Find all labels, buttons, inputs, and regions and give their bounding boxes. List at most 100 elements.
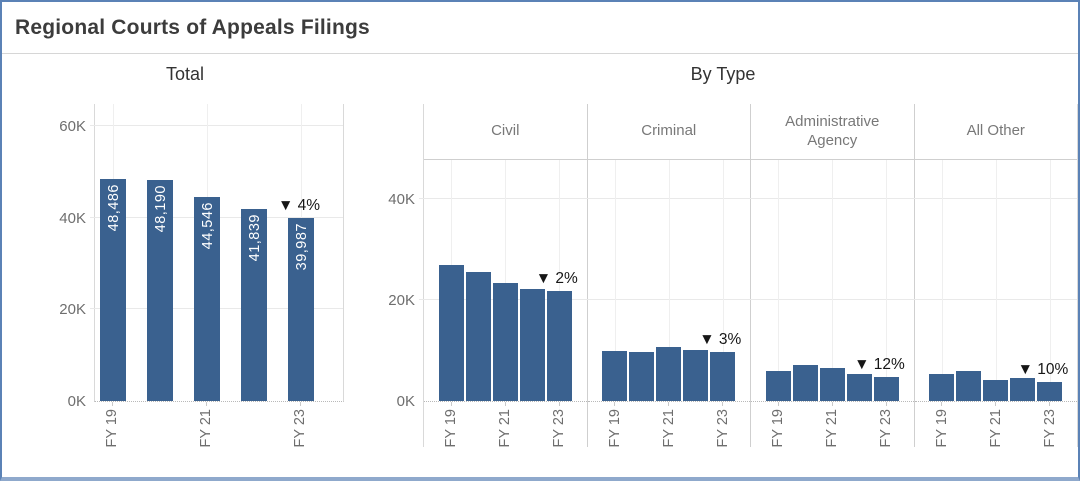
x-tick: FY 21 xyxy=(193,402,219,447)
x-tick-label: FY 19 xyxy=(606,409,623,448)
x-tick: FY 23 xyxy=(287,402,313,447)
x-tick-mark xyxy=(777,402,779,406)
by-type-section: By Type 0K 20K 40K Civil ▼ 2% FY 19 FY 21 FY 23… xyxy=(368,54,1078,448)
x-tick-label: FY 23 xyxy=(1041,409,1058,448)
x-tick-mark xyxy=(831,402,833,406)
x-tick: FY 21 xyxy=(493,402,518,447)
vertical-gridline xyxy=(614,160,616,401)
bar-slot xyxy=(956,160,982,401)
bar-slot: ▼ 10% xyxy=(1018,160,1068,401)
x-tick xyxy=(793,402,818,447)
bar-slot xyxy=(929,160,955,401)
x-axis-labels: FY 19 FY 21 FY 23 xyxy=(915,402,1078,447)
gridline xyxy=(909,198,1077,200)
vertical-gridline xyxy=(778,160,780,401)
x-tick-mark xyxy=(558,402,560,406)
bar-slot xyxy=(846,160,872,401)
x-tick: FY 21 xyxy=(656,402,681,447)
bar: ▼ 12% xyxy=(854,356,905,401)
bar-slot xyxy=(983,160,1009,401)
bar xyxy=(656,347,682,401)
bar-slot: 41,839 xyxy=(241,104,267,401)
panel-administrative-agency: Administrative Agency ▼ 12% FY 19 FY 21 FY 2… xyxy=(746,104,914,448)
vertical-gridline xyxy=(941,160,943,401)
bar-value-label: 39,987 xyxy=(293,223,310,271)
bar xyxy=(683,350,709,401)
bar xyxy=(765,371,791,401)
plot-area: 48,486 48,190 44,546 41,839 39,987 ▼ 4% xyxy=(90,104,344,402)
x-tick: FY 19 xyxy=(602,402,627,447)
x-tick-mark xyxy=(299,402,301,406)
bar: 48,486 xyxy=(100,179,126,401)
bar-slot xyxy=(519,160,545,401)
bar-slot: ▼ 2% xyxy=(536,160,578,401)
y-tick-label: 0K xyxy=(396,393,415,410)
x-tick-mark xyxy=(995,402,997,406)
vertical-gridline xyxy=(832,160,834,401)
x-tick: FY 23 xyxy=(547,402,572,447)
plot-area: ▼ 10% xyxy=(909,160,1078,402)
vertical-gridline xyxy=(559,160,561,401)
bar-slot xyxy=(465,160,491,401)
x-tick-mark xyxy=(885,402,887,406)
bar-value-label: 44,546 xyxy=(199,202,216,250)
bar xyxy=(792,365,818,401)
bar xyxy=(929,374,955,401)
gridline xyxy=(582,299,750,301)
x-tick-label: FY 19 xyxy=(443,409,460,448)
bar: 44,546 xyxy=(194,197,220,401)
bars-row: ▼ 10% xyxy=(915,160,1078,401)
panel-header: Administrative Agency xyxy=(751,104,914,160)
bar-slot xyxy=(792,160,818,401)
bar xyxy=(983,380,1009,401)
bar xyxy=(519,289,545,401)
y-axis: 0K 20K 40K 60K xyxy=(2,104,94,410)
x-tick xyxy=(240,402,266,447)
y-tick-label: 40K xyxy=(59,209,86,227)
bar xyxy=(1010,378,1036,401)
panel-civil: Civil ▼ 2% FY 19 FY 21 FY 23 xyxy=(419,104,587,448)
plot-area: ▼ 2% xyxy=(419,160,587,402)
y-axis: 0K 20K 40K xyxy=(368,104,423,410)
x-tick xyxy=(683,402,708,447)
bar-value-label: 41,839 xyxy=(246,214,263,262)
x-tick: FY 23 xyxy=(710,402,735,447)
bar: ▼ 10% xyxy=(1018,361,1068,401)
bar-value-label: 48,190 xyxy=(152,185,169,233)
x-tick-mark xyxy=(941,402,943,406)
bar-slot xyxy=(438,160,464,401)
x-tick xyxy=(520,402,545,447)
x-tick: FY 21 xyxy=(983,402,1008,447)
bar xyxy=(438,265,464,401)
x-tick-mark xyxy=(504,402,506,406)
bar-slot xyxy=(492,160,518,401)
x-tick-mark xyxy=(1049,402,1051,406)
bar-slot: 48,190 xyxy=(147,104,173,401)
panel-header: Civil xyxy=(424,104,587,160)
plot-area: ▼ 12% xyxy=(746,160,914,402)
bar-value-label: 48,486 xyxy=(105,184,122,232)
gridline xyxy=(746,299,914,301)
x-tick-label: FY 21 xyxy=(987,409,1004,448)
gridline xyxy=(909,299,1077,301)
vertical-gridline xyxy=(1049,160,1051,401)
x-tick xyxy=(847,402,872,447)
by-type-chart: 0K 20K 40K Civil ▼ 2% FY 19 FY 21 FY 23 Criminal… xyxy=(368,104,1078,448)
vertical-gridline xyxy=(995,160,997,401)
x-tick-mark xyxy=(205,402,207,406)
panel-group: 48,486 48,190 44,546 41,839 39,987 ▼ 4% FY 19 F… xyxy=(90,104,368,447)
y-tick-label: 0K xyxy=(67,393,86,410)
total-chart: 0K 20K 40K 60K 48,486 48,190 44,546 41,839 39,98… xyxy=(2,104,368,447)
x-tick-label: FY 23 xyxy=(714,409,731,448)
bar: 39,987 ▼ 4% xyxy=(278,197,320,401)
x-tick-mark xyxy=(111,402,113,406)
x-tick-label: FY 23 xyxy=(551,409,568,448)
decrease-annotation: ▼ 12% xyxy=(854,356,905,373)
bar: ▼ 3% xyxy=(699,331,741,401)
charts-row: Total 0K 20K 40K 60K 48,486 48,190 44,546 41,83… xyxy=(2,54,1078,448)
total-heading: Total xyxy=(165,64,205,84)
x-tick: FY 21 xyxy=(820,402,845,447)
y-tick-label: 20K xyxy=(388,292,415,310)
x-axis-labels: FY 19 FY 21 FY 23 xyxy=(424,402,587,447)
x-axis-labels: FY 19 FY 21 FY 23 xyxy=(588,402,751,447)
